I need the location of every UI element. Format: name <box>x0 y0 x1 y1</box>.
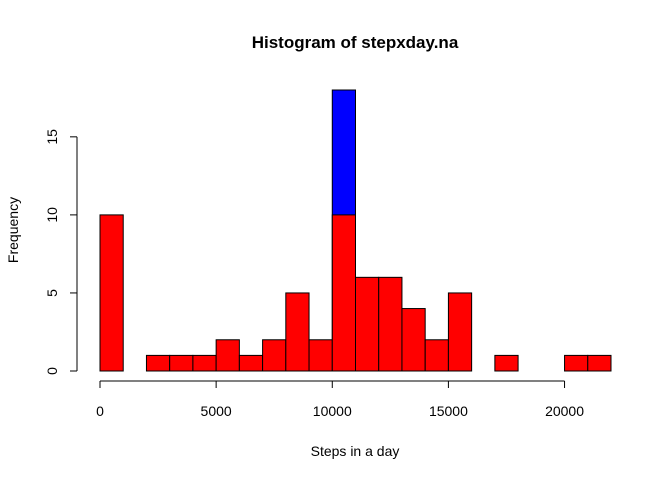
bar-s1-b4 <box>192 354 217 372</box>
bar-s1-b11 <box>355 276 380 372</box>
y-tick-label-3: 15 <box>44 129 60 145</box>
bar-s1-b7 <box>262 339 287 372</box>
y-tick-label-1: 5 <box>44 289 60 297</box>
bar-s1-b10 <box>331 214 357 372</box>
y-tick-label-0: 0 <box>44 367 60 375</box>
bar-s1-b21 <box>587 354 612 372</box>
bar-s1-b6 <box>238 354 264 372</box>
bar-s1-b20 <box>564 354 589 372</box>
x-tick-label-4: 20000 <box>545 403 584 419</box>
chart-title: Histogram of stepxday.na <box>252 33 459 52</box>
bar-s1-b17 <box>494 354 519 372</box>
bar-s1-b13 <box>401 308 426 372</box>
x-axis: 0 5000 10000 15000 20000 <box>96 380 584 419</box>
y-axis: 0 5 10 15 <box>44 129 78 375</box>
y-axis-label: Frequency <box>5 197 21 263</box>
bar-s1-b3 <box>169 354 194 372</box>
bar-s1-b14 <box>424 339 449 372</box>
x-tick-label-2: 10000 <box>313 403 352 419</box>
x-tick-label-3: 15000 <box>429 403 468 419</box>
bar-s1-b12 <box>378 276 403 372</box>
x-tick-label-0: 0 <box>96 403 104 419</box>
bars-group <box>99 89 612 372</box>
bar-s1-b5 <box>215 339 240 372</box>
bar-s1-b9 <box>308 339 333 372</box>
bar-s1-b0 <box>99 214 124 372</box>
bar-s1-b15 <box>447 292 473 372</box>
x-axis-label: Steps in a day <box>311 443 400 459</box>
y-tick-label-2: 10 <box>44 207 60 223</box>
bar-s1-b2 <box>145 354 171 372</box>
bar-s1-b8 <box>285 292 310 372</box>
x-tick-label-1: 5000 <box>201 403 232 419</box>
